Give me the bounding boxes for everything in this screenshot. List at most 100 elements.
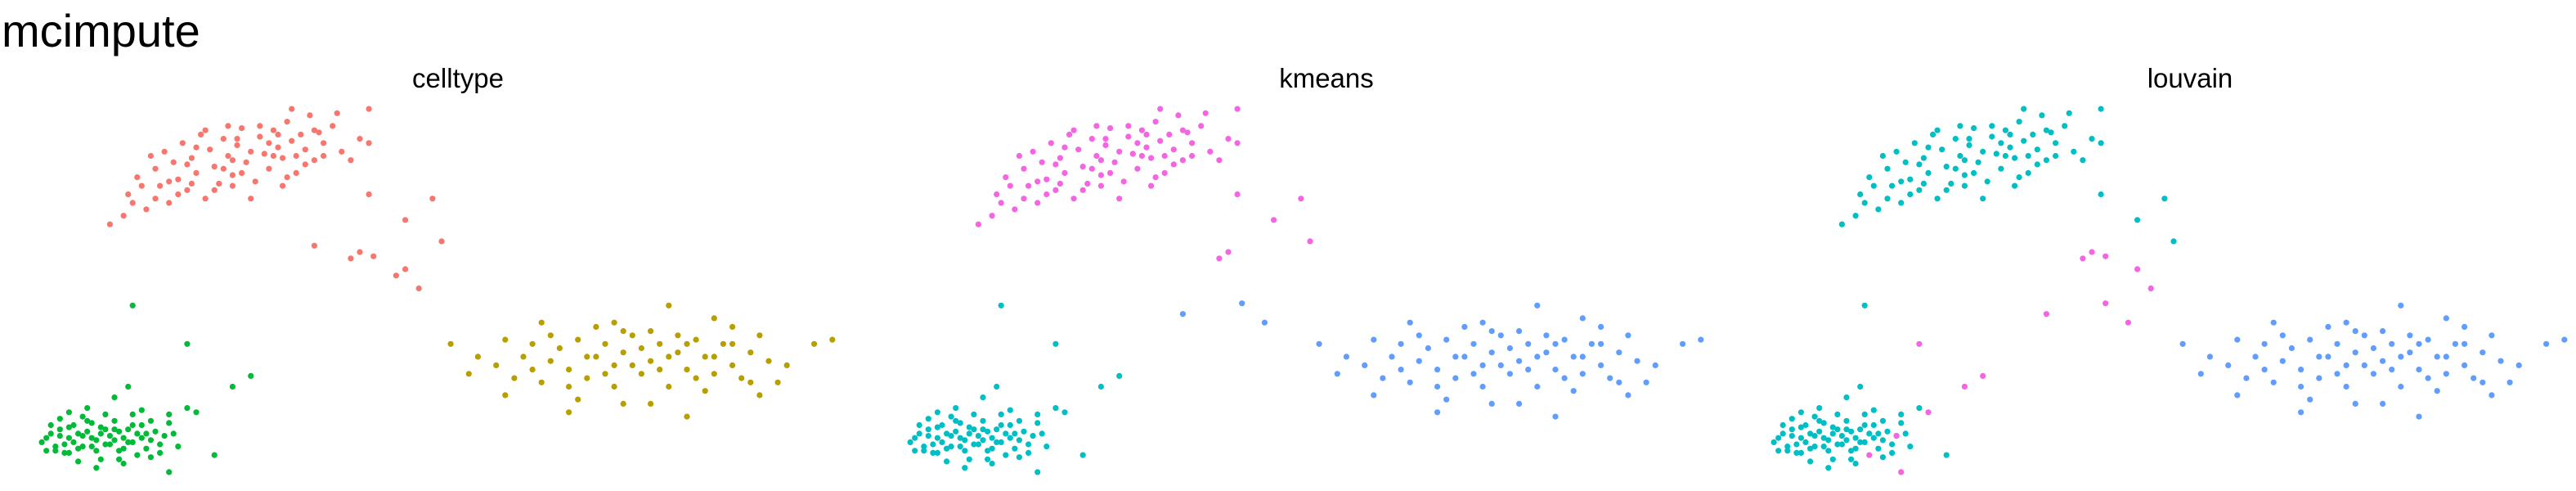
data-point bbox=[1861, 439, 1868, 446]
data-point bbox=[70, 439, 77, 446]
data-point bbox=[111, 426, 118, 433]
data-point bbox=[47, 430, 54, 437]
data-point bbox=[648, 400, 654, 407]
data-point bbox=[684, 367, 690, 373]
data-point bbox=[2252, 354, 2259, 360]
data-point bbox=[1030, 148, 1036, 155]
data-point bbox=[1116, 148, 1123, 155]
data-point bbox=[2053, 152, 2059, 160]
data-point bbox=[65, 409, 72, 416]
data-point bbox=[2462, 362, 2468, 368]
data-point bbox=[1225, 136, 1232, 142]
data-point bbox=[1820, 435, 1827, 441]
data-point bbox=[1898, 469, 1905, 475]
data-point bbox=[1879, 454, 1886, 461]
data-point bbox=[1034, 178, 1041, 185]
facet-celltype: celltype bbox=[38, 63, 836, 475]
data-point bbox=[120, 435, 127, 441]
data-point bbox=[1784, 448, 1791, 454]
data-point bbox=[220, 165, 227, 172]
data-point bbox=[916, 421, 922, 429]
data-point bbox=[1861, 411, 1868, 417]
data-point bbox=[211, 187, 218, 193]
data-point bbox=[75, 430, 82, 437]
data-point bbox=[971, 441, 977, 448]
data-point bbox=[2416, 340, 2422, 347]
data-point bbox=[783, 362, 790, 368]
data-point bbox=[97, 430, 104, 437]
data-point bbox=[1866, 174, 1873, 181]
data-point bbox=[1807, 445, 1814, 452]
data-point bbox=[1239, 300, 1245, 307]
data-point bbox=[2543, 340, 2550, 347]
data-point bbox=[1134, 165, 1141, 172]
data-point bbox=[2316, 354, 2322, 360]
data-point bbox=[998, 411, 1004, 417]
data-point bbox=[402, 217, 409, 223]
data-point bbox=[584, 375, 590, 381]
data-point bbox=[1070, 127, 1077, 133]
data-point bbox=[2016, 174, 2022, 181]
data-point bbox=[1993, 151, 1999, 157]
data-point bbox=[111, 394, 118, 401]
data-point bbox=[79, 413, 86, 420]
data-point bbox=[93, 437, 100, 444]
data-point bbox=[2434, 354, 2440, 360]
data-point bbox=[948, 444, 954, 450]
data-point bbox=[1097, 182, 1104, 189]
data-point bbox=[1175, 112, 1182, 119]
data-point bbox=[953, 417, 959, 424]
data-point bbox=[2416, 413, 2422, 420]
data-point bbox=[465, 371, 472, 377]
data-point bbox=[111, 437, 118, 444]
data-point bbox=[1216, 255, 1223, 262]
data-point bbox=[1825, 437, 1832, 444]
data-point bbox=[921, 448, 927, 454]
data-point bbox=[321, 152, 327, 160]
data-point bbox=[934, 449, 940, 457]
data-point bbox=[966, 456, 972, 462]
data-point bbox=[1779, 421, 1786, 429]
data-point bbox=[1916, 187, 1923, 193]
page-title: mcimpute bbox=[2, 5, 200, 56]
data-point bbox=[1848, 448, 1855, 454]
data-point bbox=[1148, 155, 1155, 161]
data-point bbox=[474, 354, 482, 360]
facet-title-celltype: celltype bbox=[412, 63, 504, 93]
data-point bbox=[216, 180, 222, 187]
data-point bbox=[2398, 354, 2404, 360]
data-point bbox=[1838, 433, 1845, 439]
data-point bbox=[1039, 430, 1045, 437]
data-point bbox=[1879, 437, 1886, 444]
data-point bbox=[948, 413, 954, 420]
data-point bbox=[1852, 445, 1859, 452]
data-point bbox=[102, 441, 109, 448]
data-point bbox=[1012, 206, 1018, 213]
data-point bbox=[198, 131, 204, 137]
data-point bbox=[2515, 362, 2522, 368]
data-point bbox=[1525, 367, 1532, 373]
data-point bbox=[611, 362, 617, 368]
data-point bbox=[284, 119, 290, 125]
data-point bbox=[1039, 159, 1045, 165]
data-point bbox=[629, 362, 635, 368]
data-point bbox=[1980, 196, 1986, 202]
data-point bbox=[1898, 411, 1905, 417]
data-point bbox=[280, 155, 286, 161]
data-point bbox=[1066, 131, 1073, 137]
data-point bbox=[684, 340, 690, 347]
data-point bbox=[61, 441, 68, 448]
data-point bbox=[1775, 448, 1782, 454]
data-point bbox=[620, 349, 626, 356]
data-point bbox=[1797, 449, 1804, 457]
data-point bbox=[2071, 148, 2077, 155]
data-point bbox=[1434, 367, 1441, 373]
data-point bbox=[2012, 182, 2018, 189]
data-point bbox=[248, 148, 254, 155]
data-point bbox=[1797, 409, 1804, 416]
data-point bbox=[1125, 133, 1132, 140]
data-point bbox=[2370, 371, 2376, 377]
data-point bbox=[2080, 255, 2086, 262]
data-point bbox=[1138, 127, 1145, 133]
data-point bbox=[166, 411, 173, 417]
